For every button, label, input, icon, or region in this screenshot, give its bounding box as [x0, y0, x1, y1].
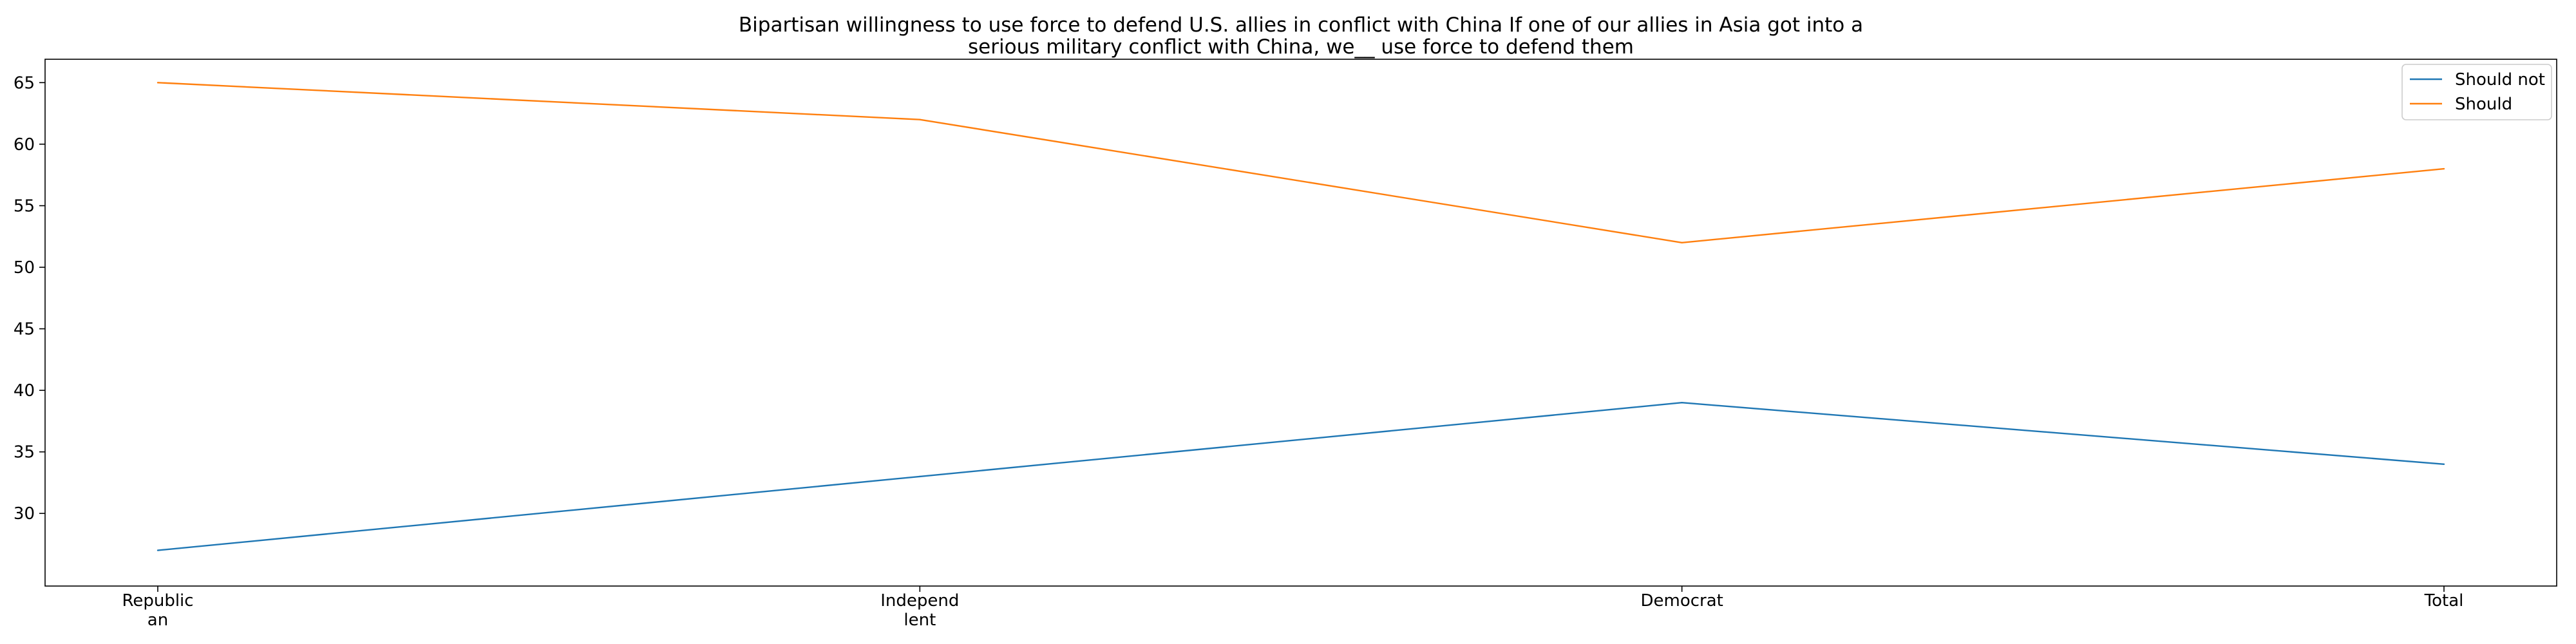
x-tick-label: Independ: [880, 591, 959, 611]
chart-title-line: Bipartisan willingness to use force to d…: [739, 14, 1863, 37]
x-tick-label: lent: [904, 611, 936, 630]
legend: Should not Should: [2401, 64, 2552, 120]
x-tick-label: Democrat: [1640, 591, 1723, 611]
data-point: [919, 118, 921, 120]
y-tick-label: 30: [14, 504, 35, 524]
legend-frame: [2401, 64, 2552, 120]
y-tick-label: 45: [14, 320, 35, 339]
chart-title: Bipartisan willingness to use force to d…: [739, 14, 1863, 59]
y-tick-label: 35: [14, 443, 35, 462]
legend-label: Should: [2455, 95, 2512, 114]
data-point: [156, 549, 159, 551]
y-tick-label: 50: [14, 258, 35, 278]
data-point: [2443, 167, 2445, 170]
y-tick-label: 55: [14, 196, 35, 216]
series-line-should-not: [157, 402, 2445, 551]
x-tick-label: Total: [2424, 591, 2464, 611]
data-point: [1681, 402, 1683, 404]
chart-title-line: serious military conflict with China, we…: [968, 35, 1634, 59]
y-tick-label: 40: [14, 381, 35, 401]
y-axis: 30 35 40 45 50 55 60 65: [14, 73, 45, 524]
data-point: [2443, 463, 2445, 465]
x-tick-label: Republic: [122, 591, 193, 611]
y-tick-label: 65: [14, 73, 35, 93]
series-line-should: [157, 82, 2445, 243]
x-tick-label: an: [147, 611, 168, 630]
plot-area-frame: [44, 59, 2557, 587]
legend-label: Should not: [2455, 70, 2545, 90]
series-lines: [156, 82, 2445, 551]
data-point: [156, 82, 159, 84]
data-point: [1681, 242, 1683, 243]
y-tick-label: 60: [14, 135, 35, 155]
data-point: [919, 475, 921, 478]
